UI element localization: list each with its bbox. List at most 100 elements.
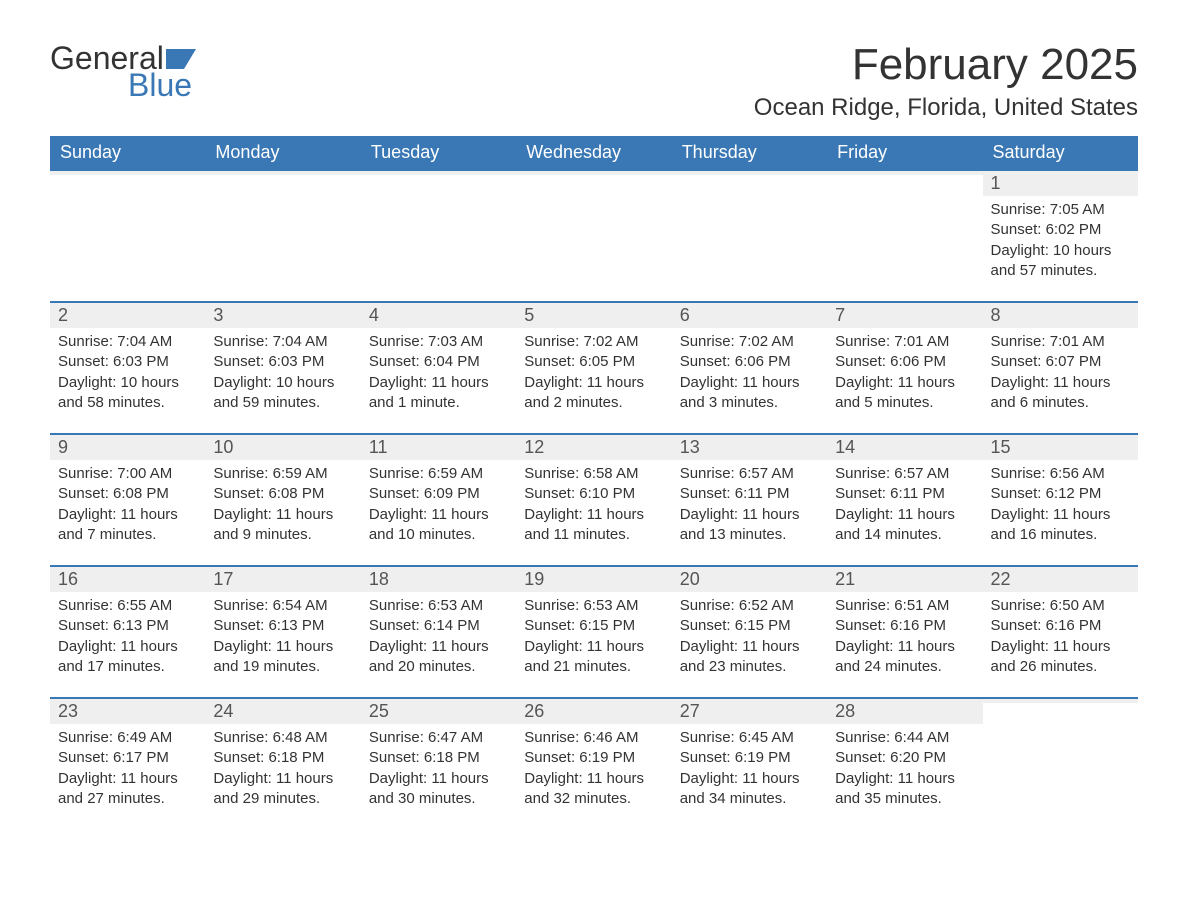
sunset-text: Sunset: 6:06 PM [835,352,974,372]
sunset-text: Sunset: 6:19 PM [524,748,663,768]
sunset-text: Sunset: 6:17 PM [58,748,197,768]
day-content: Sunrise: 6:57 AMSunset: 6:11 PMDaylight:… [672,460,827,553]
sunrise-text: Sunrise: 6:59 AM [213,464,352,484]
daylight-text: Daylight: 11 hours and 27 minutes. [58,769,197,810]
day-number: 1 [983,171,1138,196]
day-content: Sunrise: 6:59 AMSunset: 6:08 PMDaylight:… [205,460,360,553]
calendar-day-cell: 23Sunrise: 6:49 AMSunset: 6:17 PMDayligh… [50,697,205,829]
day-content: Sunrise: 6:49 AMSunset: 6:17 PMDaylight:… [50,724,205,817]
calendar-day-cell: 19Sunrise: 6:53 AMSunset: 6:15 PMDayligh… [516,565,671,697]
sunrise-text: Sunrise: 7:01 AM [835,332,974,352]
day-content: Sunrise: 6:53 AMSunset: 6:14 PMDaylight:… [361,592,516,685]
calendar-day-cell: 24Sunrise: 6:48 AMSunset: 6:18 PMDayligh… [205,697,360,829]
sunset-text: Sunset: 6:18 PM [213,748,352,768]
day-content: Sunrise: 6:46 AMSunset: 6:19 PMDaylight:… [516,724,671,817]
sunrise-text: Sunrise: 6:49 AM [58,728,197,748]
calendar-table: Sunday Monday Tuesday Wednesday Thursday… [50,136,1138,829]
sunset-text: Sunset: 6:12 PM [991,484,1130,504]
calendar-day-cell: 7Sunrise: 7:01 AMSunset: 6:06 PMDaylight… [827,301,982,433]
calendar-day-cell: 28Sunrise: 6:44 AMSunset: 6:20 PMDayligh… [827,697,982,829]
sunrise-text: Sunrise: 7:04 AM [58,332,197,352]
day-number: 19 [516,567,671,592]
day-number: 26 [516,699,671,724]
calendar-day-cell: 13Sunrise: 6:57 AMSunset: 6:11 PMDayligh… [672,433,827,565]
daylight-text: Daylight: 11 hours and 24 minutes. [835,637,974,678]
calendar-day-cell: 20Sunrise: 6:52 AMSunset: 6:15 PMDayligh… [672,565,827,697]
day-content: Sunrise: 6:54 AMSunset: 6:13 PMDaylight:… [205,592,360,685]
calendar-week-row: 9Sunrise: 7:00 AMSunset: 6:08 PMDaylight… [50,433,1138,565]
sunset-text: Sunset: 6:11 PM [835,484,974,504]
calendar-day-cell: 27Sunrise: 6:45 AMSunset: 6:19 PMDayligh… [672,697,827,829]
day-number: 4 [361,303,516,328]
sunset-text: Sunset: 6:03 PM [213,352,352,372]
sunrise-text: Sunrise: 6:58 AM [524,464,663,484]
day-number: 20 [672,567,827,592]
calendar-day-cell [983,697,1138,829]
weekday-header: Thursday [672,136,827,169]
calendar-week-row: 16Sunrise: 6:55 AMSunset: 6:13 PMDayligh… [50,565,1138,697]
daylight-text: Daylight: 10 hours and 57 minutes. [991,241,1130,282]
day-number: 11 [361,435,516,460]
calendar-day-cell [672,169,827,301]
weekday-header: Wednesday [516,136,671,169]
daylight-text: Daylight: 11 hours and 29 minutes. [213,769,352,810]
day-number: 21 [827,567,982,592]
daylight-text: Daylight: 11 hours and 20 minutes. [369,637,508,678]
calendar-day-cell: 4Sunrise: 7:03 AMSunset: 6:04 PMDaylight… [361,301,516,433]
weekday-header: Sunday [50,136,205,169]
day-number: 7 [827,303,982,328]
sunset-text: Sunset: 6:13 PM [58,616,197,636]
calendar-day-cell: 14Sunrise: 6:57 AMSunset: 6:11 PMDayligh… [827,433,982,565]
day-number: 12 [516,435,671,460]
calendar-day-cell: 11Sunrise: 6:59 AMSunset: 6:09 PMDayligh… [361,433,516,565]
day-content: Sunrise: 6:58 AMSunset: 6:10 PMDaylight:… [516,460,671,553]
day-content: Sunrise: 7:02 AMSunset: 6:05 PMDaylight:… [516,328,671,421]
sunrise-text: Sunrise: 7:05 AM [991,200,1130,220]
daylight-text: Daylight: 11 hours and 30 minutes. [369,769,508,810]
day-number: 16 [50,567,205,592]
sunset-text: Sunset: 6:15 PM [524,616,663,636]
day-content: Sunrise: 6:52 AMSunset: 6:15 PMDaylight:… [672,592,827,685]
month-title: February 2025 [754,40,1138,90]
day-content: Sunrise: 7:01 AMSunset: 6:07 PMDaylight:… [983,328,1138,421]
daylight-text: Daylight: 11 hours and 21 minutes. [524,637,663,678]
location: Ocean Ridge, Florida, United States [754,94,1138,122]
sunrise-text: Sunrise: 6:47 AM [369,728,508,748]
calendar-day-cell: 18Sunrise: 6:53 AMSunset: 6:14 PMDayligh… [361,565,516,697]
day-number: 14 [827,435,982,460]
calendar-day-cell: 26Sunrise: 6:46 AMSunset: 6:19 PMDayligh… [516,697,671,829]
weekday-header-row: Sunday Monday Tuesday Wednesday Thursday… [50,136,1138,169]
day-number: 8 [983,303,1138,328]
sunrise-text: Sunrise: 7:02 AM [680,332,819,352]
day-content: Sunrise: 7:04 AMSunset: 6:03 PMDaylight:… [205,328,360,421]
sunrise-text: Sunrise: 6:54 AM [213,596,352,616]
day-number: 15 [983,435,1138,460]
calendar-day-cell: 8Sunrise: 7:01 AMSunset: 6:07 PMDaylight… [983,301,1138,433]
day-number: 9 [50,435,205,460]
day-number: 25 [361,699,516,724]
sunset-text: Sunset: 6:04 PM [369,352,508,372]
calendar-week-row: 23Sunrise: 6:49 AMSunset: 6:17 PMDayligh… [50,697,1138,829]
logo: General Blue [50,40,196,104]
title-block: February 2025 Ocean Ridge, Florida, Unit… [754,40,1138,122]
calendar-day-cell: 10Sunrise: 6:59 AMSunset: 6:08 PMDayligh… [205,433,360,565]
day-content: Sunrise: 6:55 AMSunset: 6:13 PMDaylight:… [50,592,205,685]
daylight-text: Daylight: 11 hours and 23 minutes. [680,637,819,678]
daylight-text: Daylight: 11 hours and 6 minutes. [991,373,1130,414]
daylight-text: Daylight: 11 hours and 16 minutes. [991,505,1130,546]
daylight-text: Daylight: 11 hours and 26 minutes. [991,637,1130,678]
sunset-text: Sunset: 6:05 PM [524,352,663,372]
sunset-text: Sunset: 6:13 PM [213,616,352,636]
daylight-text: Daylight: 11 hours and 7 minutes. [58,505,197,546]
day-number: 27 [672,699,827,724]
day-content: Sunrise: 7:04 AMSunset: 6:03 PMDaylight:… [50,328,205,421]
calendar-day-cell [50,169,205,301]
day-number: 24 [205,699,360,724]
sunset-text: Sunset: 6:16 PM [991,616,1130,636]
header: General Blue February 2025 Ocean Ridge, … [50,40,1138,122]
sunset-text: Sunset: 6:09 PM [369,484,508,504]
daylight-text: Daylight: 11 hours and 32 minutes. [524,769,663,810]
weekday-header: Tuesday [361,136,516,169]
sunrise-text: Sunrise: 6:57 AM [680,464,819,484]
calendar-day-cell: 12Sunrise: 6:58 AMSunset: 6:10 PMDayligh… [516,433,671,565]
